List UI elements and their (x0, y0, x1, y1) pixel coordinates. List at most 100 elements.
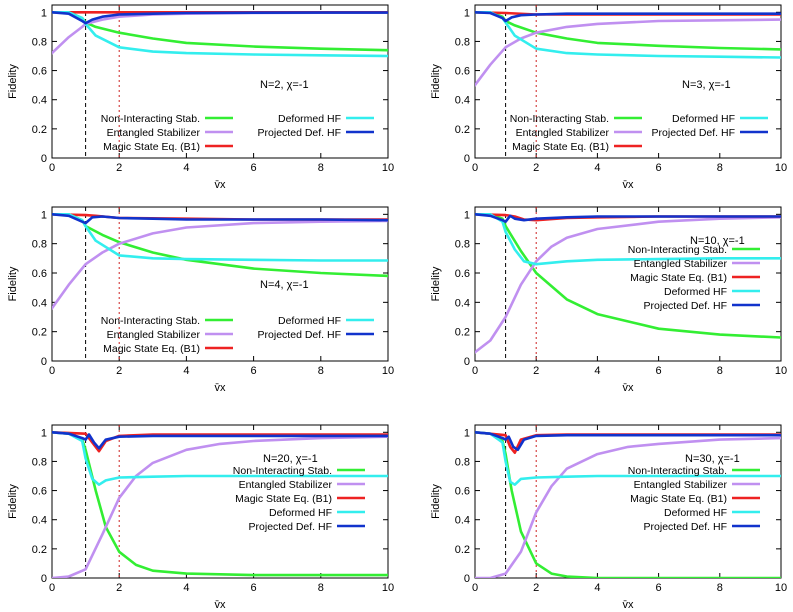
y-tick-label: 0.8 (455, 239, 470, 251)
legend-label: Magic State Eq. (B1) (512, 141, 609, 153)
y-tick-label: 0.2 (455, 544, 470, 556)
legend-label: Magic State Eq. (B1) (630, 493, 727, 505)
x-axis-title: v̄x (215, 382, 227, 394)
x-axis-title: v̄x (215, 179, 227, 191)
y-tick-label: 0 (464, 153, 470, 165)
y-tick-label: 1 (464, 427, 470, 439)
x-tick-label: 10 (382, 582, 394, 594)
y-tick-label: 0 (41, 356, 47, 368)
y-axis-title: Fidelity (7, 266, 19, 301)
series-line-entangled (52, 11, 388, 55)
x-tick-label: 4 (183, 365, 189, 377)
legend-label: Deformed HF (278, 113, 341, 125)
x-tick-label: 8 (717, 365, 723, 377)
plot-frame (474, 4, 782, 159)
y-tick-label: 0.2 (455, 327, 470, 339)
x-tick-label: 6 (656, 365, 662, 377)
legend-label: Entangled Stabilizer (516, 127, 610, 139)
y-axis-title: Fidelity (430, 266, 442, 301)
y-tick-label: 1 (464, 7, 470, 19)
y-axis-title: Fidelity (430, 484, 442, 519)
panel-annotation: N=2, χ=-1 (260, 79, 309, 91)
legend-label: Non-Interacting Stab. (101, 315, 200, 327)
x-tick-label: 0 (472, 582, 478, 594)
legend-label: Projected Def. HF (644, 300, 727, 312)
x-tick-label: 4 (183, 162, 189, 174)
plot-frame (51, 424, 389, 579)
y-tick-label: 0.4 (455, 515, 470, 527)
series-line-entangled (475, 18, 781, 87)
legend-label: Deformed HF (278, 315, 341, 327)
y-tick-label: 0.8 (32, 239, 47, 251)
x-axis-title: v̄x (215, 599, 227, 611)
series-line-projected (52, 213, 388, 225)
y-tick-label: 0.6 (32, 486, 47, 498)
plot-frame (51, 206, 389, 362)
legend-label: Deformed HF (664, 507, 727, 519)
y-tick-label: 1 (464, 209, 470, 221)
chart-panel-2: 0 2 4 6 8 10 0 0.2 0.4 0.6 0.8 1 v̄x Fidelity N=3, χ=-… (430, 4, 787, 191)
series-group (475, 11, 781, 87)
chart-panel-4: 0 2 4 6 8 10 0 0.2 0.4 0.6 0.8 1 v̄x Fidelity N=10, χ=… (430, 206, 787, 394)
series-group (475, 431, 781, 578)
y-tick-label: 0.4 (455, 297, 470, 309)
x-tick-label: 0 (49, 162, 55, 174)
y-tick-label: 1 (41, 427, 47, 439)
y-tick-label: 1 (41, 209, 47, 221)
plot-frame (51, 4, 389, 159)
series-line-deformed (52, 431, 388, 486)
x-tick-label: 2 (533, 365, 539, 377)
series-line-projected (475, 213, 781, 223)
series-line-non_interacting (475, 11, 781, 51)
x-tick-label: 2 (116, 365, 122, 377)
chart-panel-1: 0 2 4 6 8 10 0 0.2 0.4 0.6 0.8 1 v̄x Fidelity N=2, χ=-… (7, 4, 394, 191)
legend-label: Non-Interacting Stab. (233, 465, 332, 477)
y-tick-label: 1 (41, 7, 47, 19)
series-line-projected (52, 11, 388, 25)
y-tick-label: 0.2 (32, 544, 47, 556)
x-tick-label: 10 (775, 162, 787, 174)
legend-label: Projected Def. HF (258, 329, 341, 341)
x-tick-label: 0 (49, 582, 55, 594)
y-tick-label: 0 (41, 153, 47, 165)
panel-annotation: N=30, χ=-1 (685, 453, 740, 465)
x-tick-label: 8 (318, 365, 324, 377)
x-tick-label: 10 (382, 365, 394, 377)
x-tick-label: 6 (251, 162, 257, 174)
series-line-deformed (52, 11, 388, 58)
x-tick-label: 6 (656, 582, 662, 594)
x-tick-label: 2 (116, 582, 122, 594)
legend-label: Projected Def. HF (644, 521, 727, 533)
series-line-entangled (52, 435, 388, 578)
series-line-entangled (52, 219, 388, 310)
y-axis-title: Fidelity (7, 64, 19, 99)
x-tick-label: 0 (472, 365, 478, 377)
legend-label: Projected Def. HF (249, 521, 332, 533)
y-tick-label: 0.2 (455, 124, 470, 136)
series-line-projected (475, 11, 781, 23)
legend-label: Entangled Stabilizer (107, 329, 201, 341)
legend-label: Magic State Eq. (B1) (103, 141, 200, 153)
y-tick-label: 0 (464, 573, 470, 585)
y-tick-label: 0 (41, 573, 47, 585)
series-line-deformed (52, 213, 388, 262)
legend-label: Magic State Eq. (B1) (235, 493, 332, 505)
chart-panel-5: 0 2 4 6 8 10 0 0.2 0.4 0.6 0.8 1 v̄x Fidelity N=20, χ=… (7, 424, 394, 611)
x-tick-label: 8 (717, 582, 723, 594)
panel-annotation: N=20, χ=-1 (263, 453, 318, 465)
x-tick-label: 4 (594, 365, 600, 377)
y-tick-label: 0.4 (32, 297, 47, 309)
legend-label: Entangled Stabilizer (634, 479, 728, 491)
legend-label: Magic State Eq. (B1) (630, 272, 727, 284)
series-group (52, 213, 388, 310)
legend-label: Entangled Stabilizer (634, 258, 728, 270)
x-tick-label: 8 (318, 162, 324, 174)
x-tick-label: 2 (116, 162, 122, 174)
y-tick-label: 0.4 (32, 95, 47, 107)
legend-label: Deformed HF (269, 507, 332, 519)
x-tick-label: 10 (382, 162, 394, 174)
x-tick-label: 6 (656, 162, 662, 174)
series-group (52, 11, 388, 58)
x-tick-label: 4 (594, 162, 600, 174)
legend-label: Entangled Stabilizer (107, 127, 201, 139)
